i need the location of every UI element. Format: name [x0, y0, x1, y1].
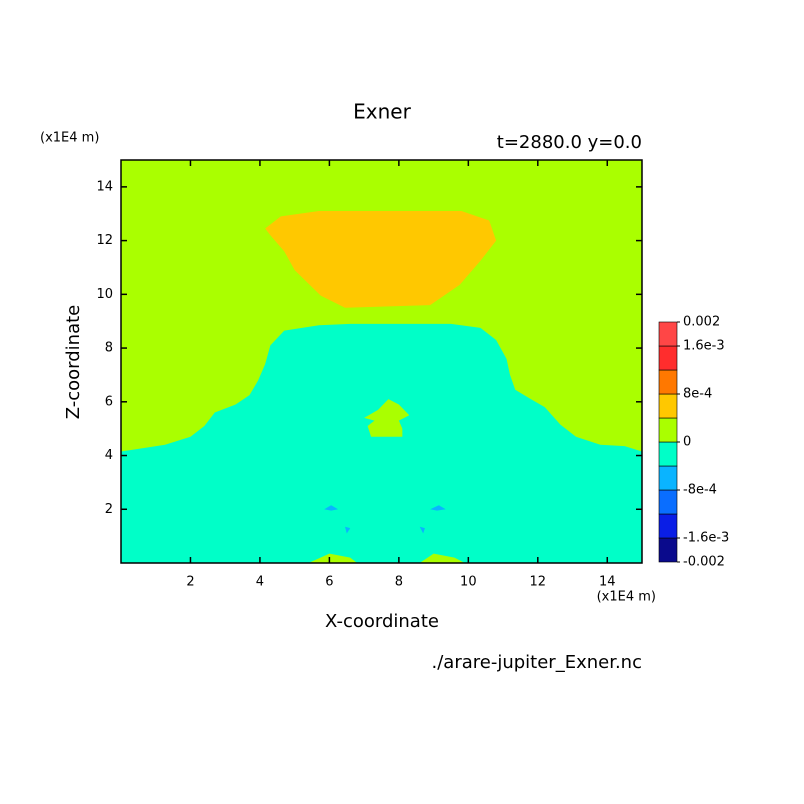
- x-tick-label: 10: [460, 575, 477, 590]
- contour-region: [364, 399, 410, 437]
- colorbar-bin: [658, 489, 678, 515]
- y-tick-label: 6: [105, 394, 113, 409]
- y-tick-label: 14: [96, 179, 113, 194]
- x-tick-label: 6: [325, 575, 333, 590]
- contour-region: [430, 505, 446, 511]
- x-tick-label: 8: [395, 575, 403, 590]
- colorbar-label: -8e-4: [683, 483, 717, 498]
- x-unit: (x1E4 m): [597, 590, 656, 605]
- contour-region: [324, 505, 339, 511]
- y-axis-label: Z-coordinate: [63, 305, 84, 420]
- y-tick-label: 4: [105, 448, 113, 463]
- colorbar-label: 1.6e-3: [683, 339, 725, 354]
- colorbar-label: 0: [683, 435, 691, 450]
- colorbar-bin: [658, 345, 678, 371]
- x-axis-label: X-coordinate: [325, 611, 439, 632]
- colorbar-bin: [658, 417, 678, 443]
- colorbar-bin: [658, 321, 678, 347]
- colorbar-bin: [658, 513, 678, 539]
- colorbar-label: -1.6e-3: [683, 531, 729, 546]
- contour-region: [265, 211, 497, 308]
- y-tick-label: 8: [105, 341, 113, 356]
- y-tick-label: 2: [105, 502, 113, 517]
- chart-title: Exner: [353, 100, 411, 124]
- y-tick-label: 12: [96, 233, 113, 248]
- contour-region: [308, 553, 358, 563]
- colorbar-bin: [658, 465, 678, 491]
- y-unit: (x1E4 m): [40, 131, 99, 146]
- x-tick-label: 4: [256, 575, 264, 590]
- subtitle: t=2880.0 y=0.0: [497, 132, 642, 153]
- colorbar-bin: [658, 393, 678, 419]
- contour-region: [419, 526, 425, 534]
- plot-frame: [120, 159, 643, 564]
- colorbar-bin: [658, 537, 678, 563]
- colorbar-label: -0.002: [683, 555, 725, 570]
- x-tick-label: 2: [186, 575, 194, 590]
- y-tick-label: 10: [96, 287, 113, 302]
- contour-region: [345, 526, 351, 534]
- colorbar-bin: [658, 369, 678, 395]
- contour-region: [121, 323, 642, 563]
- colorbar-bin: [658, 441, 678, 467]
- colorbar-label: 0.002: [683, 315, 720, 330]
- colorbar-label: 8e-4: [683, 387, 712, 402]
- contour-region: [419, 553, 465, 563]
- x-tick-label: 14: [599, 575, 616, 590]
- source-file: ./arare-jupiter_Exner.nc: [432, 652, 642, 673]
- x-tick-label: 12: [530, 575, 547, 590]
